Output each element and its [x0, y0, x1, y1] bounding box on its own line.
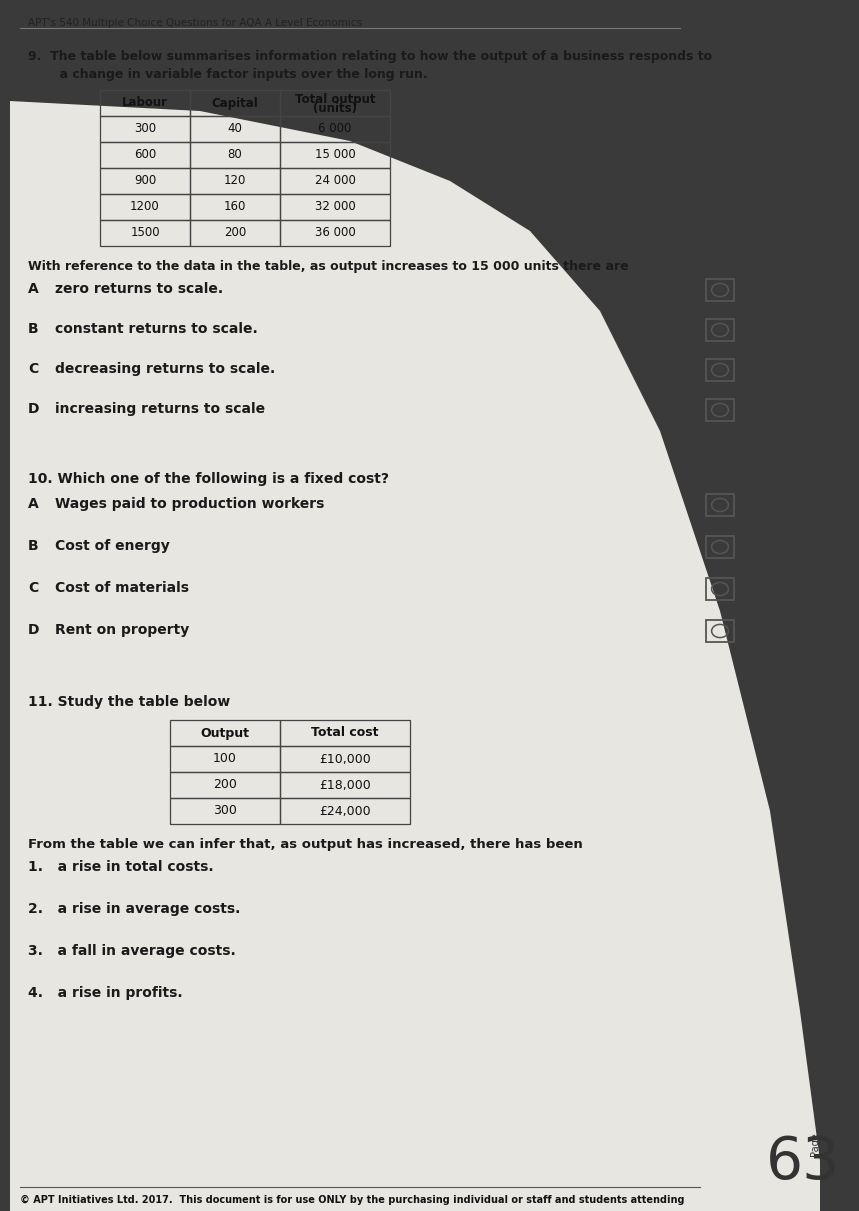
Text: Rent on property: Rent on property [55, 622, 189, 637]
Bar [280, 194, 390, 220]
Text: Cost of materials: Cost of materials [55, 581, 189, 595]
Bar [706, 279, 734, 302]
Text: a change in variable factor inputs over the long run.: a change in variable factor inputs over … [42, 68, 428, 81]
Bar [706, 358, 734, 381]
Bar [706, 318, 734, 342]
Bar [706, 620, 734, 642]
Text: 40: 40 [228, 122, 242, 136]
Bar [170, 798, 280, 823]
Text: 900: 900 [134, 174, 156, 188]
Text: B: B [28, 539, 39, 553]
Text: © APT Initiatives Ltd. 2017.  This document is for use ONLY by the purchasing in: © APT Initiatives Ltd. 2017. This docume… [20, 1195, 685, 1205]
Bar [280, 746, 410, 771]
Bar [190, 194, 280, 220]
Bar [280, 116, 390, 142]
Text: A: A [28, 282, 39, 295]
Text: 9.  The table below summarises information relating to how the output of a busin: 9. The table below summarises informatio… [28, 50, 712, 63]
Text: 200: 200 [224, 226, 247, 240]
Text: 1200: 1200 [130, 201, 160, 213]
Text: D: D [28, 402, 40, 417]
Bar [100, 194, 190, 220]
Bar [190, 142, 280, 168]
Text: 4.   a rise in profits.: 4. a rise in profits. [28, 986, 183, 1000]
Text: 11. Study the table below: 11. Study the table below [28, 695, 230, 708]
Bar [280, 798, 410, 823]
Text: 120: 120 [224, 174, 247, 188]
Text: £18,000: £18,000 [320, 779, 371, 792]
Text: C: C [28, 362, 39, 375]
Text: £24,000: £24,000 [320, 804, 371, 817]
Bar [280, 142, 390, 168]
Text: From the table we can infer that, as output has increased, there has been: From the table we can infer that, as out… [28, 838, 582, 851]
Bar [706, 536, 734, 558]
Text: 63: 63 [765, 1133, 840, 1190]
Text: 6 000: 6 000 [319, 122, 351, 136]
Text: 100: 100 [213, 752, 237, 765]
Text: Total output: Total output [295, 92, 375, 105]
Bar [706, 398, 734, 421]
Text: 80: 80 [228, 149, 242, 161]
Bar [190, 90, 280, 116]
Polygon shape [10, 101, 820, 1211]
Text: 24 000: 24 000 [314, 174, 356, 188]
Text: 1.   a rise in total costs.: 1. a rise in total costs. [28, 860, 214, 874]
Bar [706, 494, 734, 516]
Text: Capital: Capital [211, 97, 259, 109]
Text: B: B [28, 322, 39, 335]
Bar [100, 142, 190, 168]
Text: zero returns to scale.: zero returns to scale. [55, 282, 223, 295]
Bar [280, 90, 390, 116]
Bar [170, 771, 280, 798]
Bar [280, 721, 410, 746]
Text: increasing returns to scale: increasing returns to scale [55, 402, 265, 417]
Text: 32 000: 32 000 [314, 201, 356, 213]
Bar [280, 220, 390, 246]
Text: Output: Output [200, 727, 249, 740]
Bar [170, 721, 280, 746]
Bar [706, 578, 734, 599]
Bar [100, 116, 190, 142]
Bar [280, 168, 390, 194]
Bar [170, 746, 280, 771]
Bar [100, 168, 190, 194]
Text: Page: Page [810, 1132, 820, 1157]
Text: A: A [28, 497, 39, 511]
Text: 1500: 1500 [131, 226, 160, 240]
Text: (units): (units) [313, 102, 357, 115]
Text: 160: 160 [224, 201, 247, 213]
Text: 300: 300 [213, 804, 237, 817]
Text: 3.   a fall in average costs.: 3. a fall in average costs. [28, 945, 235, 958]
Bar [190, 220, 280, 246]
Text: With reference to the data in the table, as output increases to 15 000 units the: With reference to the data in the table,… [28, 260, 629, 272]
Text: Cost of energy: Cost of energy [55, 539, 170, 553]
Text: 36 000: 36 000 [314, 226, 356, 240]
Bar [190, 116, 280, 142]
Text: decreasing returns to scale.: decreasing returns to scale. [55, 362, 275, 375]
Text: 15 000: 15 000 [314, 149, 356, 161]
Text: Labour: Labour [122, 97, 168, 109]
Text: D: D [28, 622, 40, 637]
Text: 10. Which one of the following is a fixed cost?: 10. Which one of the following is a fixe… [28, 472, 389, 486]
Bar [280, 771, 410, 798]
Bar [100, 90, 190, 116]
Text: 2.   a rise in average costs.: 2. a rise in average costs. [28, 902, 241, 916]
Text: APT's 540 Multiple Choice Questions for AQA A Level Economics: APT's 540 Multiple Choice Questions for … [28, 18, 362, 28]
Text: C: C [28, 581, 39, 595]
Bar [100, 220, 190, 246]
Text: Wages paid to production workers: Wages paid to production workers [55, 497, 325, 511]
Text: 600: 600 [134, 149, 156, 161]
Text: Total cost: Total cost [311, 727, 379, 740]
Text: constant returns to scale.: constant returns to scale. [55, 322, 258, 335]
Text: £10,000: £10,000 [320, 752, 371, 765]
Bar [190, 168, 280, 194]
Text: 200: 200 [213, 779, 237, 792]
Text: 300: 300 [134, 122, 156, 136]
